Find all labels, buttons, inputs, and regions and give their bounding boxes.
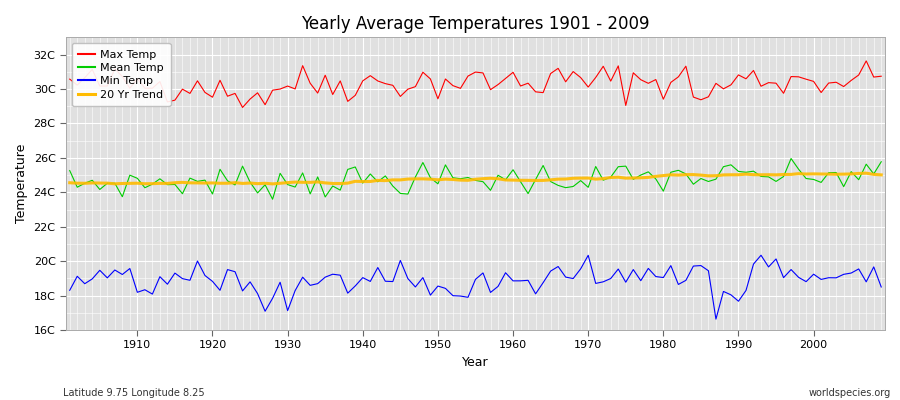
Text: worldspecies.org: worldspecies.org: [809, 388, 891, 398]
X-axis label: Year: Year: [463, 356, 489, 369]
Title: Yearly Average Temperatures 1901 - 2009: Yearly Average Temperatures 1901 - 2009: [302, 15, 650, 33]
Y-axis label: Temperature: Temperature: [15, 144, 28, 223]
Legend: Max Temp, Mean Temp, Min Temp, 20 Yr Trend: Max Temp, Mean Temp, Min Temp, 20 Yr Tre…: [71, 43, 171, 106]
Text: Latitude 9.75 Longitude 8.25: Latitude 9.75 Longitude 8.25: [63, 388, 204, 398]
